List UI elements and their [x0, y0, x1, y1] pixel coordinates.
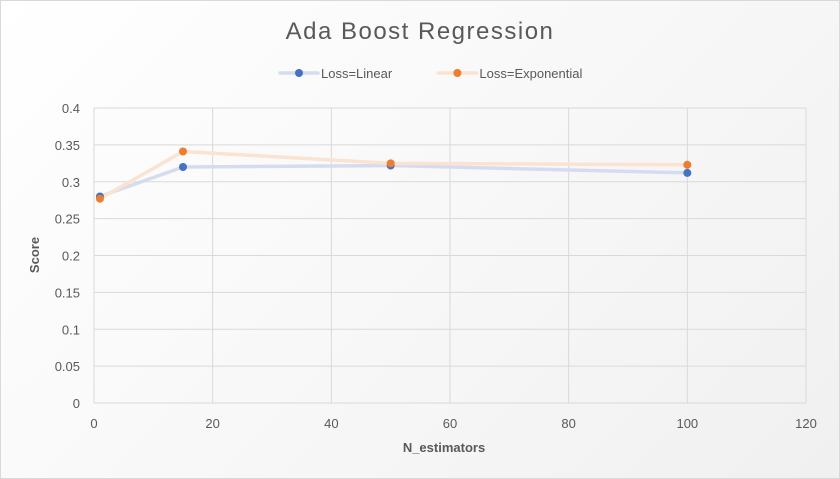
legend-label: Loss=Linear	[321, 66, 393, 81]
series-lines	[98, 149, 690, 201]
x-tick-label: 40	[324, 416, 338, 431]
y-axis-title: Score	[27, 237, 42, 273]
series-line-0	[98, 163, 690, 199]
x-tick-label: 0	[90, 416, 97, 431]
x-tick-label: 80	[561, 416, 575, 431]
x-axis-ticks: 0 20 40 60 80 100 120	[90, 416, 816, 431]
x-axis-title: N_estimators	[403, 440, 485, 455]
series-points	[95, 147, 692, 203]
data-point	[683, 160, 692, 169]
y-tick-label: 0.2	[62, 249, 80, 264]
y-tick-label: 0	[73, 396, 80, 411]
data-point	[386, 159, 395, 168]
y-tick-label: 0.4	[62, 101, 80, 116]
chart-title: Ada Boost Regression	[286, 18, 555, 45]
x-gridlines	[93, 108, 807, 403]
data-point	[179, 147, 187, 156]
data-point	[683, 168, 692, 177]
legend: Loss=Linear Loss=Exponential	[278, 66, 583, 81]
x-tick-label: 120	[795, 416, 817, 431]
x-tick-label: 60	[443, 416, 457, 431]
y-tick-label: 0.3	[62, 175, 80, 190]
y-tick-label: 0.15	[55, 285, 80, 300]
series-line-1	[98, 149, 690, 201]
legend-marker	[295, 69, 303, 77]
legend-marker	[453, 69, 462, 77]
y-tick-label: 0.25	[55, 212, 80, 227]
y-tick-label: 0.1	[62, 322, 80, 337]
legend-item-0: Loss=Linear	[278, 66, 393, 81]
data-point	[179, 163, 187, 171]
data-point	[95, 194, 104, 203]
y-axis-ticks: 0 0.05 0.1 0.15 0.2 0.25 0.3 0.35 0.4	[55, 101, 80, 411]
legend-label: Loss=Exponential	[479, 66, 582, 81]
x-tick-label: 100	[676, 416, 698, 431]
x-tick-label: 20	[205, 416, 219, 431]
y-tick-label: 0.35	[55, 138, 80, 153]
legend-item-1: Loss=Exponential	[436, 66, 583, 81]
y-tick-label: 0.05	[55, 359, 80, 374]
